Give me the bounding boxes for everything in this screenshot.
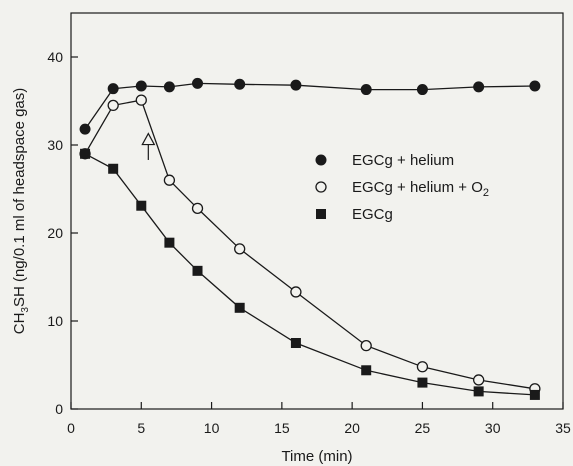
plot-frame <box>70 12 564 410</box>
series-1-point <box>163 81 175 93</box>
y-tick-label: 10 <box>47 313 63 329</box>
series-1-point <box>360 84 372 96</box>
x-tick-label: 35 <box>555 420 571 436</box>
legend-label: EGCg + helium <box>352 152 454 169</box>
series-2-point <box>191 202 204 215</box>
series-2-point <box>360 339 372 352</box>
series-1-point <box>473 81 485 93</box>
series-1-point <box>234 78 246 90</box>
y-axis-title-subscript: 3 <box>20 307 31 313</box>
series-1 <box>79 77 541 135</box>
legend-marker <box>315 181 327 193</box>
y-axis-title: CH3SH (ng/0.1 ml of headspace gas) <box>11 88 31 335</box>
legend-item-2: EGCg + helium + O2 <box>315 179 489 199</box>
series-1-point <box>79 123 91 135</box>
legend-marker <box>315 154 327 166</box>
series-2-point <box>416 361 429 373</box>
x-axis: 0 5 10 15 20 25 30 35 <box>67 402 571 436</box>
legend-item-1: EGCg + helium <box>315 152 454 169</box>
y-tick-label: 0 <box>55 401 63 417</box>
legend: EGCg + helium EGCg + helium + O2 EGCg <box>315 152 489 223</box>
series-3-point <box>108 163 119 174</box>
series-3-point <box>80 148 91 159</box>
arrow-head <box>141 132 156 146</box>
x-tick-label: 20 <box>344 420 360 436</box>
x-tick-label: 15 <box>274 420 290 436</box>
x-tick-label: 5 <box>137 420 145 436</box>
series-1-point <box>135 80 147 92</box>
series-3-point <box>164 237 175 248</box>
legend-label: EGCg + helium + O2 <box>352 179 489 199</box>
series-2-point <box>290 286 302 298</box>
series-2-point <box>234 243 246 255</box>
series-2-point <box>163 174 176 186</box>
series-3 <box>80 148 540 400</box>
y-tick-label: 40 <box>47 49 63 65</box>
series-3-point <box>290 338 301 348</box>
series-1-point <box>290 79 302 91</box>
series-layer <box>79 77 541 400</box>
series-3-point <box>417 377 428 388</box>
series-1-line <box>84 82 535 130</box>
x-tick-label: 10 <box>204 420 220 436</box>
series-1-point <box>416 84 428 96</box>
series-1-point <box>192 77 204 89</box>
y-axis: 0 10 20 30 40 <box>47 49 78 417</box>
series-3-point <box>192 265 203 276</box>
series-1-point <box>107 83 119 95</box>
x-tick-label: 30 <box>485 420 501 436</box>
y-tick-label: 20 <box>47 225 63 241</box>
series-2-point <box>107 99 119 112</box>
series-3-point <box>473 386 484 397</box>
series-2-point <box>473 374 485 386</box>
series-2-point <box>135 94 147 106</box>
series-3-point <box>529 389 540 400</box>
series-3-point <box>136 200 147 211</box>
x-tick-label: 25 <box>415 420 431 436</box>
legend-item-3: EGCg <box>316 206 393 223</box>
legend-marker <box>316 209 326 219</box>
annotation-layer <box>141 132 156 160</box>
x-axis-title: Time (min) <box>281 448 352 465</box>
series-3-point <box>361 365 372 376</box>
legend-label: EGCg <box>352 206 393 223</box>
series-3-point <box>234 302 245 313</box>
y-tick-label: 30 <box>47 137 63 153</box>
x-tick-label: 0 <box>67 420 75 436</box>
series-1-point <box>529 80 541 92</box>
